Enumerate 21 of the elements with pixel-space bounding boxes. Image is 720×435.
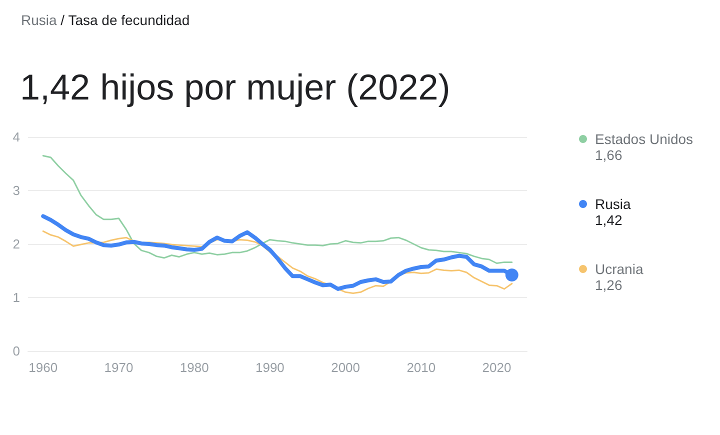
y-tick-label: 4 (12, 130, 20, 144)
y-tick-label: 2 (12, 236, 20, 252)
chart-title: 1,42 hijos por mujer (2022) (20, 66, 450, 108)
legend-label: Rusia (595, 196, 632, 212)
text: 1,66 (595, 147, 622, 163)
x-tick-label: 1990 (255, 360, 284, 375)
x-tick-label: 2020 (482, 360, 512, 375)
y-tick-label: 0 (12, 344, 20, 358)
legend-label: Estados Unidos (595, 131, 694, 147)
x-tick-label: 2010 (406, 360, 436, 375)
text: 1,26 (595, 277, 622, 293)
text: 1,42 (595, 212, 622, 228)
x-tick-label: 2000 (331, 360, 360, 375)
x-tick-label: 1980 (180, 360, 209, 375)
chart-subtitle: Rusia / Tasa de fecundidad (21, 12, 190, 28)
y-tick-label: 3 (12, 183, 20, 198)
legend-label: Ucrania (595, 261, 644, 277)
line-series (42, 154, 513, 264)
x-tick-label: 1970 (104, 360, 134, 375)
y-tick-label: 1 (12, 290, 20, 305)
x-tick-label: 1960 (28, 360, 58, 375)
